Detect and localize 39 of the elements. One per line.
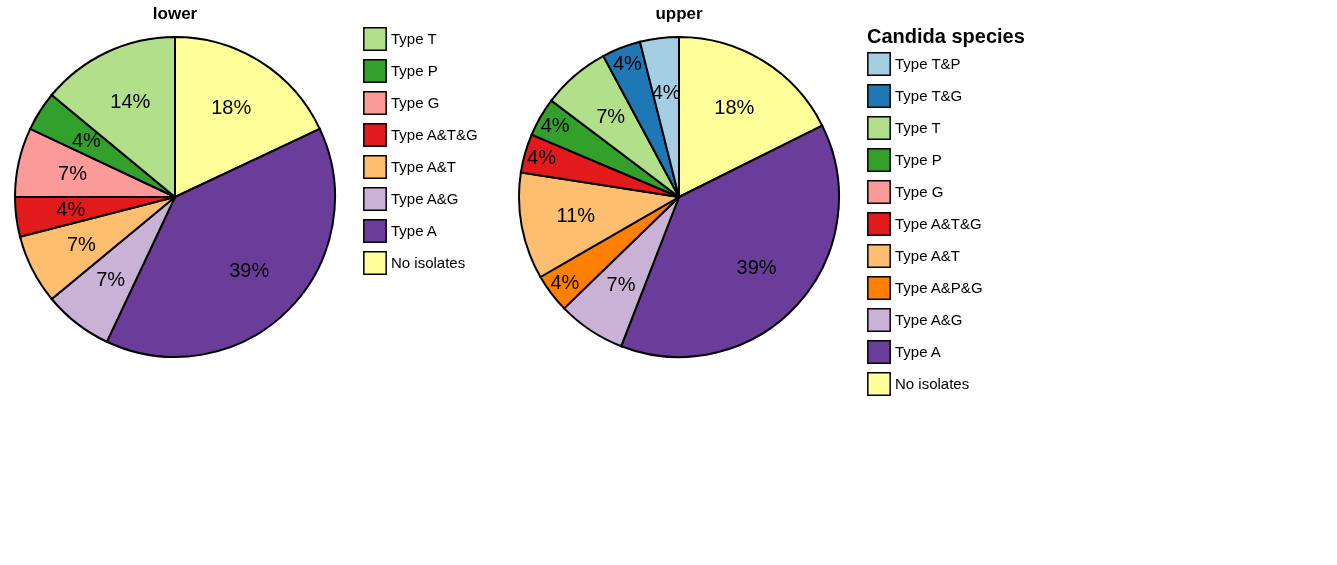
chart-title: upper bbox=[655, 4, 703, 23]
data-label: 7% bbox=[66, 232, 97, 255]
legend-label: Type G bbox=[895, 183, 944, 200]
legend-label: Type A bbox=[391, 222, 437, 239]
data-label: 39% bbox=[229, 259, 270, 282]
data-label: 14% bbox=[110, 89, 151, 112]
data-label: 7% bbox=[596, 105, 626, 128]
data-label: 4% bbox=[527, 145, 557, 168]
data-label: 18% bbox=[714, 95, 755, 118]
legend-label: Type A&G bbox=[895, 311, 963, 328]
legend-label: Type G bbox=[391, 94, 440, 111]
data-label: 7% bbox=[96, 267, 126, 290]
legend-label: Type A&T&G bbox=[895, 215, 982, 232]
data-label: 18% bbox=[211, 96, 252, 119]
legend-label: Type T&G bbox=[895, 87, 963, 104]
legend-label: Type T bbox=[895, 119, 941, 136]
data-label: 7% bbox=[606, 272, 636, 295]
legend-label: Type A&G bbox=[391, 190, 459, 207]
legend-label: Type A&P&G bbox=[895, 279, 983, 296]
legend-label: Type P bbox=[895, 151, 942, 168]
legend-label: Type A&T bbox=[391, 158, 457, 175]
legend-label: No isolates bbox=[391, 254, 466, 271]
data-label: 4% bbox=[56, 198, 86, 221]
data-label: 4% bbox=[71, 128, 102, 151]
data-label: 4% bbox=[550, 271, 580, 294]
legend-title: Candida species bbox=[867, 25, 1025, 47]
legend-label: Type P bbox=[391, 62, 438, 79]
data-label: 11% bbox=[556, 204, 596, 227]
data-label: 4% bbox=[612, 51, 643, 74]
legend-label: Type T bbox=[391, 30, 437, 47]
data-label: 4% bbox=[540, 113, 570, 136]
data-label: 7% bbox=[58, 162, 88, 185]
legend-label: Type A&T&G bbox=[391, 126, 478, 143]
data-label: 39% bbox=[736, 255, 777, 278]
legend-label: Type A&T bbox=[895, 247, 961, 264]
legend-label: Type A bbox=[895, 343, 941, 360]
chart-title: lower bbox=[152, 4, 198, 23]
legend-label: Type T&P bbox=[895, 55, 961, 72]
legend-label: No isolates bbox=[895, 375, 970, 392]
